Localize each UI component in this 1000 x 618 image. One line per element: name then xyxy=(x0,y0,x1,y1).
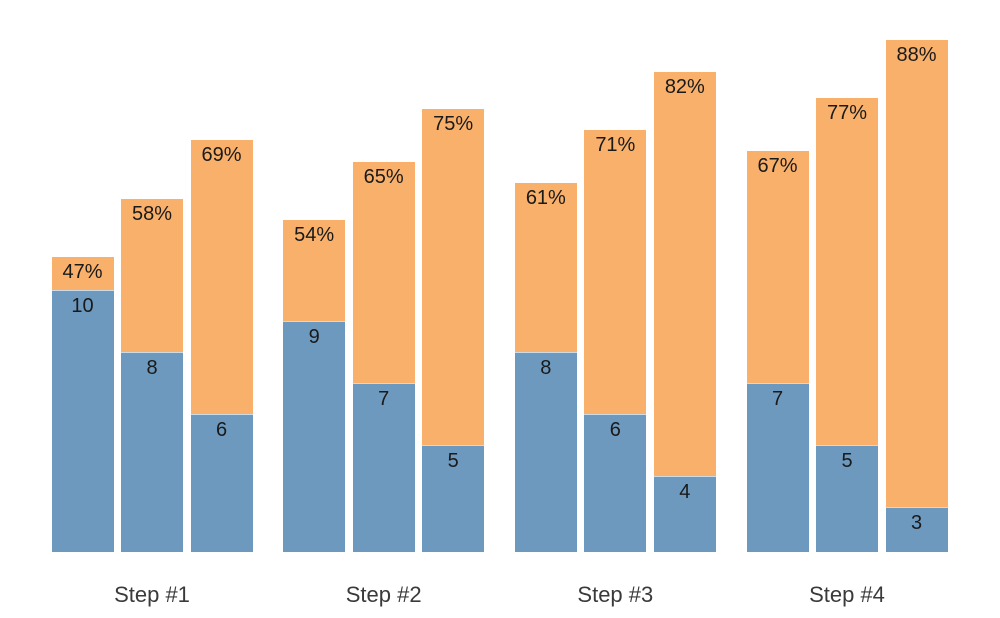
count-label: 10 xyxy=(71,295,94,317)
count-label: 8 xyxy=(540,357,552,379)
percent-label: 67% xyxy=(757,155,798,177)
percent-label: 61% xyxy=(525,187,566,209)
percent-label: 88% xyxy=(896,44,937,66)
count-label: 8 xyxy=(146,357,158,379)
percent-bar: 88% xyxy=(885,40,948,552)
count-bar: 6 xyxy=(190,414,253,552)
count-label: 5 xyxy=(841,450,853,472)
percent-label: 58% xyxy=(131,203,173,225)
category-label-step-3: Step #3 xyxy=(577,582,654,607)
count-bar: 10 xyxy=(51,290,114,552)
count-label: 9 xyxy=(308,326,320,348)
count-bar: 3 xyxy=(885,507,948,552)
count-bar: 9 xyxy=(283,321,346,552)
percent-label: 69% xyxy=(201,144,242,166)
count-bar: 8 xyxy=(121,352,183,552)
count-bar: 7 xyxy=(746,383,809,552)
category-label-step-1: Step #1 xyxy=(114,582,190,607)
percent-label: 71% xyxy=(595,134,636,156)
count-label: 6 xyxy=(609,419,621,441)
category-label-step-4: Step #4 xyxy=(809,582,885,607)
percent-label: 47% xyxy=(62,261,103,283)
percent-label: 82% xyxy=(664,76,705,98)
count-bar: 6 xyxy=(584,414,647,552)
count-label: 3 xyxy=(910,512,923,534)
count-label: 6 xyxy=(215,419,228,441)
percent-label: 77% xyxy=(826,102,868,124)
percent-label: 65% xyxy=(363,166,404,188)
count-label: 5 xyxy=(447,450,459,472)
count-bar: 5 xyxy=(422,445,485,552)
count-label: 7 xyxy=(771,388,784,410)
count-label: 7 xyxy=(378,388,390,410)
percent-bar: 82% xyxy=(653,72,716,552)
count-bar: 4 xyxy=(653,476,716,552)
percent-label: 75% xyxy=(433,113,474,135)
count-label: 4 xyxy=(679,481,691,503)
percent-label: 54% xyxy=(294,224,335,246)
count-bar: 5 xyxy=(816,445,878,552)
count-bar: 7 xyxy=(352,383,415,552)
count-bar: 8 xyxy=(514,352,577,552)
category-label-step-2: Step #2 xyxy=(345,582,422,607)
